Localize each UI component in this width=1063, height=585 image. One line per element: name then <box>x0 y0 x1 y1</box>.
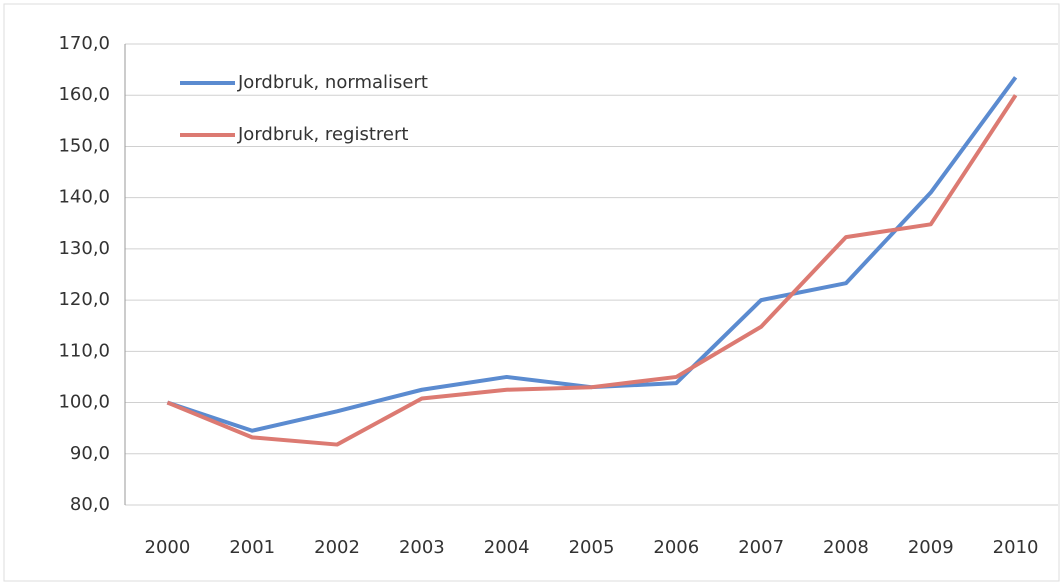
series-line <box>166 94 1018 447</box>
x-tick-label: 2006 <box>653 537 699 558</box>
chart-border <box>3 3 1060 582</box>
y-tick-label: 150,0 <box>58 135 110 156</box>
y-tick-label: 160,0 <box>58 84 110 105</box>
y-tick-label: 170,0 <box>58 33 110 54</box>
x-tick-label: 2000 <box>145 537 191 558</box>
x-tick-label: 2002 <box>314 537 360 558</box>
y-tick-label: 140,0 <box>58 187 110 208</box>
x-tick-label: 2001 <box>229 537 275 558</box>
y-tick-label: 100,0 <box>58 392 110 413</box>
x-tick-label: 2003 <box>399 537 445 558</box>
x-tick-label: 2009 <box>908 537 954 558</box>
x-tick-label: 2004 <box>484 537 530 558</box>
y-tick-label: 120,0 <box>58 289 110 310</box>
x-tick-label: 2008 <box>823 537 869 558</box>
x-tick-label: 2005 <box>569 537 615 558</box>
legend-label: Jordbruk, registrert <box>237 124 408 145</box>
x-tick-label: 2010 <box>993 537 1039 558</box>
y-tick-label: 130,0 <box>58 238 110 259</box>
legend-label: Jordbruk, normalisert <box>237 72 428 93</box>
y-tick-label: 110,0 <box>58 340 110 361</box>
x-tick-label: 2007 <box>738 537 784 558</box>
y-tick-label: 80,0 <box>70 494 110 515</box>
y-tick-label: 90,0 <box>70 443 110 464</box>
